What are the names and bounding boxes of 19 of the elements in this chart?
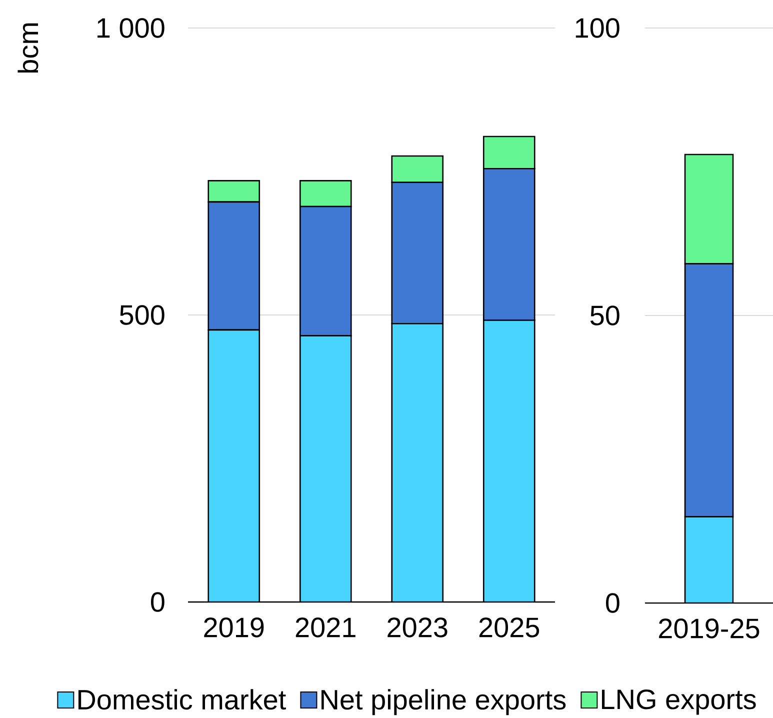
legend-label: LNG exports — [602, 689, 756, 715]
bar — [482, 320, 536, 602]
bar — [300, 336, 352, 602]
legend-label: Domestic market — [78, 689, 286, 710]
x-tick-label: 2019 — [204, 618, 264, 638]
x-tick-label: 2019-25 — [659, 618, 760, 638]
x-tick-label: 2023 — [388, 618, 448, 638]
legend-label: Net pipeline exports — [322, 689, 566, 716]
y-tick-label: 500 — [120, 305, 164, 325]
y-tick-label: 100 — [576, 18, 620, 38]
x-tick-label: 2021 — [296, 618, 356, 638]
y-tick-label: 50 — [590, 306, 620, 326]
y-tick-label: 0 — [606, 593, 620, 613]
y-tick-label: 0 — [150, 592, 164, 612]
y-axis-title: bcm — [18, 23, 38, 73]
bar — [208, 330, 260, 602]
y-tick-label: 1 000 — [98, 18, 164, 38]
bar — [392, 324, 443, 602]
x-tick-label: 2025 — [479, 618, 540, 638]
